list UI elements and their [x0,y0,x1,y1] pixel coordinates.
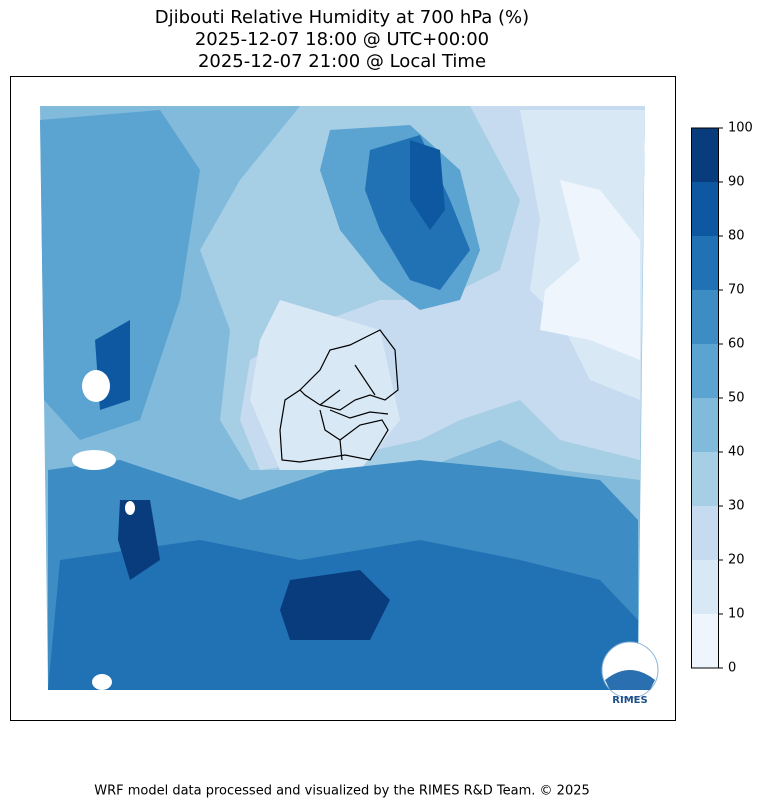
colorbar: 0 10 20 30 40 50 60 70 80 90 100 [691,121,753,676]
colorbar-tick-label: 80 [728,229,745,244]
colorbar-segment [691,452,718,506]
colorbar-segment [691,182,718,236]
colorbar-tick-label: 0 [728,661,736,676]
colorbar-tick-label: 90 [728,175,745,190]
colorbar-segment [691,344,718,398]
colorbar-segment [691,398,718,452]
colorbar-tick-label: 100 [728,121,753,136]
colorbar-segment [691,128,718,182]
colorbar-tick-label: 70 [728,283,745,298]
colorbar-segment [691,614,718,668]
title-line: 2025-12-07 18:00 @ UTC+00:00 [195,29,489,50]
colorbar-segment [691,236,718,290]
humidity-field [40,106,645,690]
colorbar-tick-label: 50 [728,391,745,406]
colorbar-tick-label: 10 [728,607,745,622]
djibouti-borders [279,329,399,463]
colorbar-tick-label: 20 [728,553,745,568]
footer: WRF model data processed and visualized … [94,784,590,799]
colorbar-segment [691,290,718,344]
colorbar-tick-label: 30 [728,499,745,514]
colorbar-segment [691,506,718,560]
colorbar-tick-label: 60 [728,337,745,352]
title-line: Djibouti Relative Humidity at 700 hPa (%… [155,7,529,28]
colorbar-tick-label: 40 [728,445,745,460]
colorbar-segment [691,560,718,614]
title-line: 2025-12-07 21:00 @ Local Time [198,51,486,72]
logo-text: RIMES [612,695,647,706]
logo: RIMES [601,641,659,706]
